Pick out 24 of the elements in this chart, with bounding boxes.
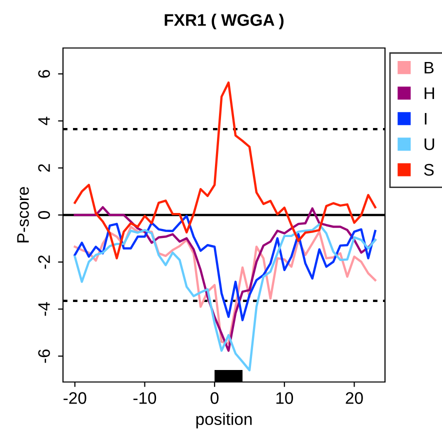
x-tick-label: -10 — [133, 392, 156, 404]
x-tick-label: 10 — [276, 392, 294, 404]
chart-title: FXR1 ( WGGA ) — [164, 14, 284, 30]
x-tick-label: -20 — [64, 392, 86, 404]
x-tick-label: 0 — [210, 392, 219, 404]
legend-label: I — [424, 113, 426, 124]
line-series — [74, 214, 376, 322]
y-axis-title: P-score — [17, 187, 29, 242]
y-tick-label: -2 — [38, 255, 50, 269]
y-tick-label: 4 — [38, 116, 50, 126]
y-tick-label: 0 — [38, 211, 50, 219]
x-axis-title: position — [196, 412, 252, 428]
y-tick-label: -4 — [38, 302, 50, 316]
x-tick-label: 20 — [346, 392, 363, 404]
legend-label: B — [424, 62, 434, 74]
line-series — [74, 226, 376, 345]
y-tick-label: -6 — [38, 349, 50, 363]
legend-label: S — [424, 164, 434, 176]
y-tick-label: 2 — [38, 164, 50, 172]
y-tick-label: 6 — [38, 70, 50, 78]
line-series — [74, 223, 376, 372]
legend-label: U — [424, 138, 434, 150]
legend-label: H — [424, 87, 434, 99]
line-series — [74, 81, 376, 260]
